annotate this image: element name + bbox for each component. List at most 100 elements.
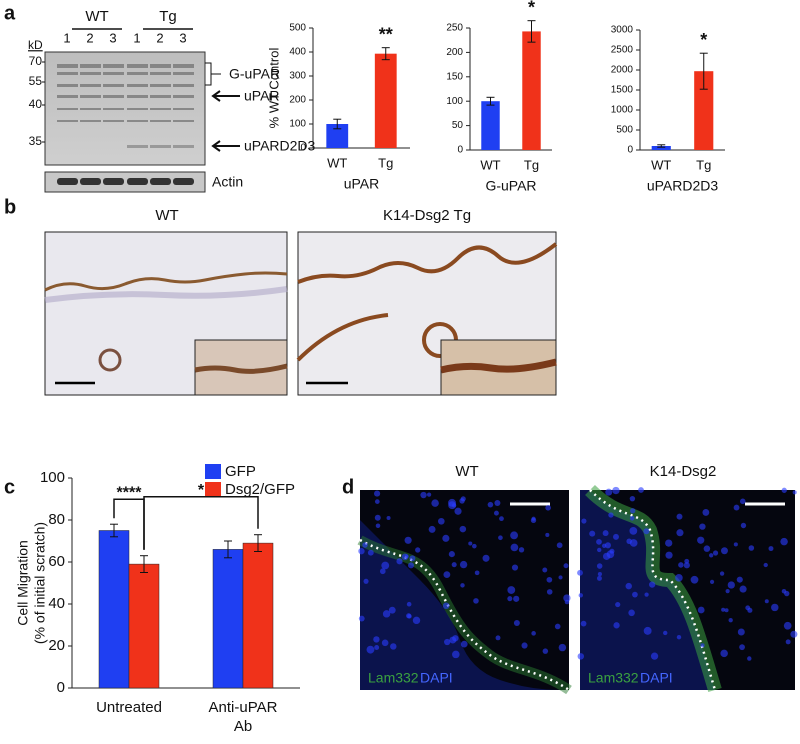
nucleus xyxy=(563,563,569,569)
nucleus xyxy=(739,498,746,505)
nucleus xyxy=(676,634,682,640)
blot-group: WT xyxy=(85,8,108,25)
nucleus xyxy=(597,572,602,577)
nucleus xyxy=(420,491,427,499)
significance: * xyxy=(528,0,535,17)
nucleus xyxy=(558,575,563,580)
nucleus xyxy=(510,543,519,552)
nucleus xyxy=(468,541,473,546)
y-tick-label: 500 xyxy=(616,125,633,136)
nucleus xyxy=(396,558,403,565)
y-tick-label: 80 xyxy=(48,511,65,528)
nucleus xyxy=(406,601,412,607)
blot-band xyxy=(80,72,101,75)
blot-band xyxy=(127,145,148,148)
nucleus xyxy=(768,546,774,552)
blot-band xyxy=(173,95,194,98)
nucleus xyxy=(613,622,620,629)
y-tick-label: 0 xyxy=(457,145,463,156)
blot-band xyxy=(150,178,171,185)
legend-label: Dsg2/GFP xyxy=(225,481,295,498)
blot-band xyxy=(150,145,171,148)
significance: ** xyxy=(379,24,393,44)
y-tick-label: 2000 xyxy=(611,65,634,76)
nucleus xyxy=(494,500,501,507)
nucleus xyxy=(358,615,365,622)
nucleus xyxy=(459,525,467,533)
y-tick-label: 60 xyxy=(48,553,65,570)
nucleus xyxy=(374,499,380,504)
nucleus xyxy=(499,516,504,522)
nucleus xyxy=(790,630,798,638)
nucleus xyxy=(358,547,365,555)
nucleus xyxy=(428,525,436,533)
blot-band xyxy=(57,64,78,68)
nucleus xyxy=(643,528,650,535)
nucleus xyxy=(720,547,728,555)
stain-label: DAPI xyxy=(420,670,453,686)
error-bar xyxy=(486,96,495,106)
bar xyxy=(98,530,130,689)
nucleus xyxy=(545,532,550,538)
blot-group: Tg xyxy=(159,8,177,25)
blot-band xyxy=(127,64,148,68)
nucleus xyxy=(487,501,494,508)
stain-label: Lam332 xyxy=(368,670,419,686)
blot-band xyxy=(103,120,124,122)
nucleus xyxy=(426,492,432,497)
nucleus xyxy=(602,530,609,537)
y-axis-label: Cell Migration xyxy=(15,540,31,626)
blot-band xyxy=(80,108,101,110)
nucleus xyxy=(683,562,690,569)
nucleus xyxy=(632,591,638,598)
nucleus xyxy=(563,594,571,602)
blot-band xyxy=(127,108,148,110)
nucleus xyxy=(724,608,729,613)
blot-band xyxy=(103,64,124,68)
y-tick-label: 100 xyxy=(289,119,306,130)
band-label: uPARD2D3 xyxy=(244,138,316,154)
nucleus xyxy=(443,571,451,579)
blot-band xyxy=(150,108,171,110)
nucleus xyxy=(431,499,439,507)
nucleus xyxy=(580,620,587,627)
nucleus xyxy=(764,599,769,604)
bar xyxy=(374,53,397,148)
nucleus xyxy=(721,607,726,612)
legend-swatch xyxy=(205,464,221,479)
x-tick-label: Tg xyxy=(696,157,711,172)
nucleus xyxy=(507,586,516,594)
nucleus xyxy=(577,569,583,576)
x-tick-label: Tg xyxy=(524,157,539,172)
legend-label: GFP xyxy=(225,463,256,480)
nucleus xyxy=(739,644,745,651)
nucleus xyxy=(545,505,551,511)
nucleus xyxy=(390,643,397,650)
nucleus xyxy=(554,623,561,630)
x-tick-label: Ab xyxy=(234,718,252,735)
stain-label: Lam332 xyxy=(588,670,639,686)
nucleus xyxy=(748,545,755,551)
nucleus xyxy=(518,547,525,553)
blot-band xyxy=(57,108,78,110)
nucleus xyxy=(629,526,638,535)
histology-image xyxy=(44,231,288,396)
y-axis-label: (% of initial scratch) xyxy=(32,522,48,644)
nucleus xyxy=(451,562,457,568)
nucleus xyxy=(737,628,745,636)
panel-letter: a xyxy=(4,2,16,24)
error-bar xyxy=(657,144,666,148)
nucleus xyxy=(665,551,673,559)
nucleus xyxy=(605,488,613,496)
blot-band xyxy=(173,72,194,75)
x-tick-label: Tg xyxy=(378,155,393,170)
nucleus xyxy=(404,554,409,559)
nucleus xyxy=(625,582,632,590)
nucleus xyxy=(690,575,699,584)
bar xyxy=(522,31,541,150)
nucleus xyxy=(783,621,792,630)
blot-band xyxy=(127,84,148,87)
nucleus xyxy=(643,626,652,635)
nucleus xyxy=(558,643,567,652)
x-tick-label: WT xyxy=(327,155,347,170)
